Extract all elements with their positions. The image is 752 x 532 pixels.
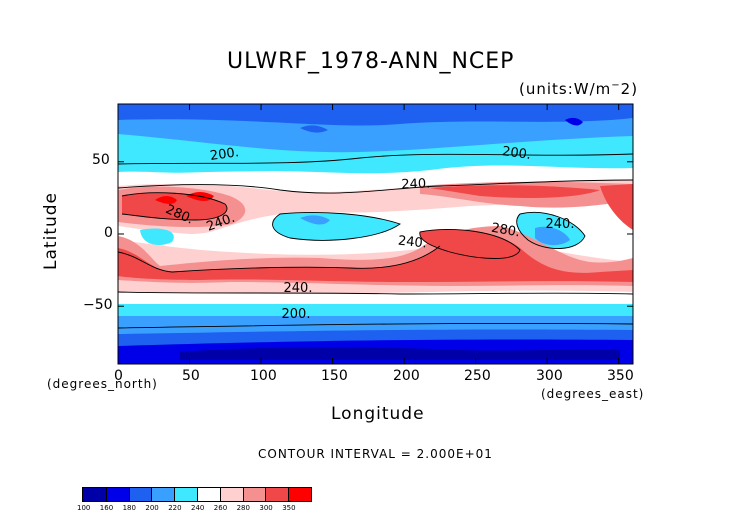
x-tick-label: 50 [182, 368, 200, 384]
colorbar-level-label: 260 [213, 504, 228, 512]
contour-label: 240. [546, 217, 575, 232]
colorbar-level-label: 100 [77, 504, 91, 512]
colorbar-level-label: 180 [122, 504, 136, 512]
x-tick-label: 100 [250, 368, 277, 384]
y-units-note: (degrees_north) [47, 377, 158, 391]
contour-label: 200. [209, 145, 240, 164]
colorbar-level-label: 350 [282, 504, 296, 512]
colorbar-level-label: 160 [99, 504, 114, 512]
colorbar-swatch [83, 488, 106, 501]
colorbar-swatch [265, 488, 289, 501]
contour-label: 200. [282, 307, 311, 322]
colorbar-swatch [174, 488, 197, 501]
contour-interval-note: CONTOUR INTERVAL = 2.000E+01 [258, 447, 493, 461]
colorbar [82, 487, 312, 502]
y-tick-label: −50 [83, 297, 113, 313]
contour-label: 240. [401, 177, 430, 193]
colorbar-swatch [105, 488, 129, 501]
contour-label: 240. [397, 234, 427, 252]
contour-label: 240. [284, 281, 313, 296]
colorbar-labels: 100 160 180 200 220 240 260 280 300 350 [0, 504, 752, 516]
y-tick-label: 0 [104, 225, 113, 241]
colorbar-swatch [196, 488, 220, 501]
colorbar-swatch [128, 488, 152, 501]
x-axis-title: Longitude [331, 404, 425, 424]
chart-title: ULWRF_1978-ANN_NCEP [227, 49, 515, 74]
units-note: (units:W/m−2) [519, 80, 639, 98]
colorbar-level-label: 200 [145, 504, 159, 512]
colorbar-swatch [242, 488, 266, 501]
colorbar-swatch [219, 488, 243, 501]
x-tick-label: 350 [607, 368, 634, 384]
contour-label: 200. [501, 144, 532, 163]
x-tick-label: 300 [536, 368, 563, 384]
x-tick-label: 0 [114, 368, 123, 384]
colorbar-swatch [151, 488, 175, 501]
x-tick-label: 200 [393, 368, 420, 384]
colorbar-level-label: 220 [168, 504, 182, 512]
colorbar-level-label: 300 [259, 504, 273, 512]
y-axis-title: Latitude [40, 192, 61, 270]
x-tick-label: 250 [464, 368, 491, 384]
x-units-note: (degrees_east) [541, 387, 645, 401]
tick-marks [117, 104, 633, 364]
colorbar-level-label: 240 [191, 504, 205, 512]
map-fields [118, 104, 633, 364]
colorbar-level-label: 280 [236, 504, 250, 512]
y-tick-label: 50 [92, 152, 110, 168]
x-tick-label: 150 [321, 368, 348, 384]
contour-lines [118, 153, 633, 329]
contour-label: 280. [490, 221, 521, 241]
colorbar-swatch [288, 488, 311, 501]
contour-label-layer: 200. 200.240.280. 240. 280. 240.240.200.240. [163, 144, 574, 322]
